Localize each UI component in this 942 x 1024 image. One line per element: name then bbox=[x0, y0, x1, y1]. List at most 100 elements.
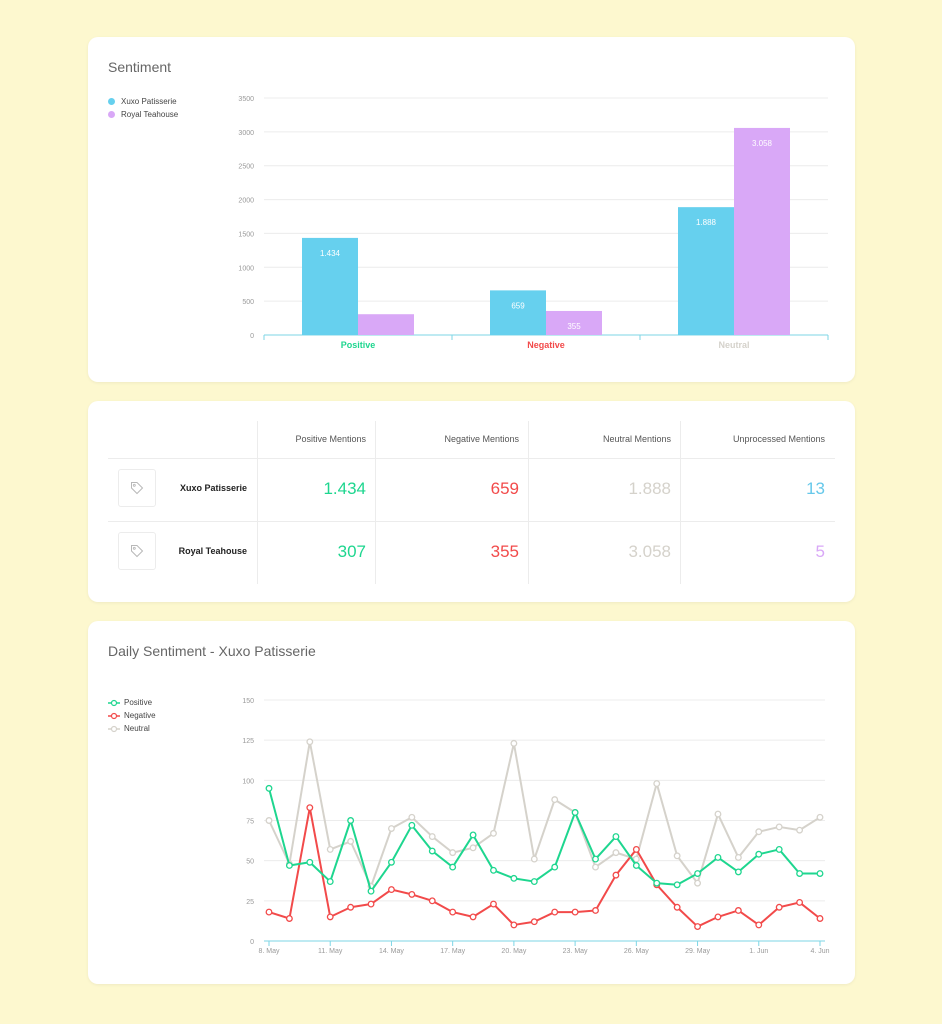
data-point-negative bbox=[673, 903, 681, 911]
data-point-neutral bbox=[714, 810, 722, 818]
data-point-neutral bbox=[816, 813, 824, 821]
data-point-positive bbox=[796, 870, 804, 877]
data-point-positive bbox=[694, 870, 702, 877]
data-point-positive bbox=[632, 862, 640, 869]
brand-cell: Xuxo Patisserie bbox=[108, 459, 258, 521]
data-point-neutral bbox=[612, 849, 620, 857]
x-tick-label: 4. Jun bbox=[810, 948, 829, 955]
series-line-negative bbox=[268, 806, 821, 928]
sentiment-legend: Xuxo Patisserie Royal Teahouse bbox=[108, 95, 178, 121]
data-point-neutral bbox=[734, 854, 742, 861]
data-point-negative bbox=[490, 900, 497, 908]
data-point-neutral bbox=[408, 813, 416, 821]
x-tick-label: 11. May bbox=[318, 948, 343, 955]
negative-count: 659 bbox=[376, 459, 529, 521]
negative-count: 355 bbox=[376, 522, 529, 584]
legend-item-negative[interactable]: Negative bbox=[108, 709, 156, 722]
legend-dot-icon bbox=[108, 98, 115, 105]
data-point-negative bbox=[734, 907, 742, 914]
y-tick-label: 3000 bbox=[238, 130, 254, 137]
header-positive: Positive Mentions bbox=[258, 421, 376, 458]
x-tick-label: 23. May bbox=[563, 948, 588, 955]
data-point-negative bbox=[694, 923, 702, 930]
series-line-neutral bbox=[268, 740, 821, 888]
legend-label: Xuxo Patisserie bbox=[121, 97, 177, 106]
data-point-positive bbox=[449, 863, 457, 871]
header-neutral: Neutral Mentions bbox=[529, 421, 681, 458]
data-point-negative bbox=[530, 918, 538, 926]
x-tick-label: 14. May bbox=[379, 948, 404, 955]
data-point-negative bbox=[347, 903, 355, 911]
table-header-empty bbox=[108, 421, 258, 458]
y-tick-label: 3500 bbox=[238, 96, 254, 103]
data-point-positive bbox=[469, 831, 477, 839]
unprocessed-count[interactable]: 5 bbox=[815, 542, 825, 561]
table-header-row: Positive Mentions Negative Mentions Neut… bbox=[108, 421, 835, 459]
legend-label: Neutral bbox=[124, 724, 150, 733]
table-row: Royal Teahouse 307 355 3.058 5 bbox=[108, 522, 835, 584]
data-point-negative bbox=[469, 913, 477, 921]
data-point-negative bbox=[387, 886, 395, 894]
legend-item-neutral[interactable]: Neutral bbox=[108, 722, 156, 735]
data-point-positive bbox=[755, 850, 763, 858]
data-point-positive bbox=[387, 858, 395, 866]
legend-dot-icon bbox=[108, 111, 115, 118]
x-tick-label: 1. Jun bbox=[749, 948, 768, 955]
data-point-positive bbox=[306, 858, 314, 866]
sentiment-bar-chart: 0 500 1000 1500 2000 2500 3000 3500 1.434 Positiv… bbox=[238, 96, 829, 350]
data-point-negative bbox=[265, 908, 273, 916]
neutral-count: 1.888 bbox=[529, 459, 681, 521]
legend-item-xuxo[interactable]: Xuxo Patisserie bbox=[108, 95, 178, 108]
brand-name: Xuxo Patisserie bbox=[179, 483, 247, 493]
data-point-positive bbox=[265, 784, 273, 792]
x-category-label: Neutral bbox=[718, 340, 749, 350]
data-point-negative bbox=[714, 913, 722, 921]
data-point-neutral bbox=[673, 852, 681, 860]
data-point-negative bbox=[816, 915, 824, 922]
series-line-positive bbox=[268, 788, 820, 893]
mentions-table-card: Positive Mentions Negative Mentions Neut… bbox=[88, 401, 855, 602]
data-point-neutral bbox=[755, 828, 763, 836]
data-point-neutral bbox=[449, 849, 457, 857]
unprocessed-count[interactable]: 13 bbox=[806, 479, 825, 498]
data-point-positive bbox=[530, 878, 538, 886]
data-point-positive bbox=[592, 855, 599, 863]
bar-positive-0 bbox=[302, 237, 358, 335]
bar-neutral-0 bbox=[678, 207, 734, 335]
data-point-positive bbox=[285, 862, 293, 869]
data-point-neutral bbox=[530, 855, 538, 863]
table-row: Xuxo Patisserie 1.434 659 1.888 13 bbox=[108, 459, 835, 522]
data-point-negative bbox=[449, 908, 457, 916]
y-tick-label: 2500 bbox=[238, 164, 254, 171]
y-tick-label: 150 bbox=[242, 698, 254, 705]
data-point-positive bbox=[490, 866, 497, 874]
y-tick-label: 2000 bbox=[238, 198, 254, 205]
y-tick-label: 0 bbox=[250, 333, 254, 340]
legend-item-royal[interactable]: Royal Teahouse bbox=[108, 108, 178, 121]
y-tick-label: 500 bbox=[242, 299, 254, 306]
data-point-negative bbox=[775, 903, 783, 911]
daily-legend: Positive Negative Neutral bbox=[108, 696, 156, 735]
data-point-neutral bbox=[796, 826, 804, 834]
data-point-negative bbox=[367, 900, 375, 908]
neutral-count: 3.058 bbox=[529, 522, 681, 584]
legend-item-positive[interactable]: Positive bbox=[108, 696, 156, 709]
bar-data-label: 659 bbox=[511, 301, 525, 310]
y-tick-label: 125 bbox=[242, 738, 254, 745]
data-point-positive bbox=[367, 887, 375, 895]
legend-label: Royal Teahouse bbox=[121, 110, 179, 119]
x-tick-label: 26. May bbox=[624, 948, 649, 955]
data-point-neutral bbox=[775, 823, 783, 831]
bar-data-label: 1.888 bbox=[696, 218, 717, 227]
data-point-positive bbox=[347, 817, 355, 824]
bar-positive-1 bbox=[358, 314, 414, 335]
data-point-negative bbox=[592, 907, 599, 914]
data-point-positive bbox=[734, 868, 742, 876]
legend-marker-icon bbox=[108, 699, 120, 706]
mentions-table: Positive Mentions Negative Mentions Neut… bbox=[108, 421, 835, 584]
y-tick-label: 100 bbox=[242, 778, 254, 785]
data-point-neutral bbox=[306, 738, 314, 746]
legend-label: Negative bbox=[124, 711, 156, 720]
data-point-negative bbox=[551, 908, 559, 916]
positive-count: 307 bbox=[258, 522, 376, 584]
